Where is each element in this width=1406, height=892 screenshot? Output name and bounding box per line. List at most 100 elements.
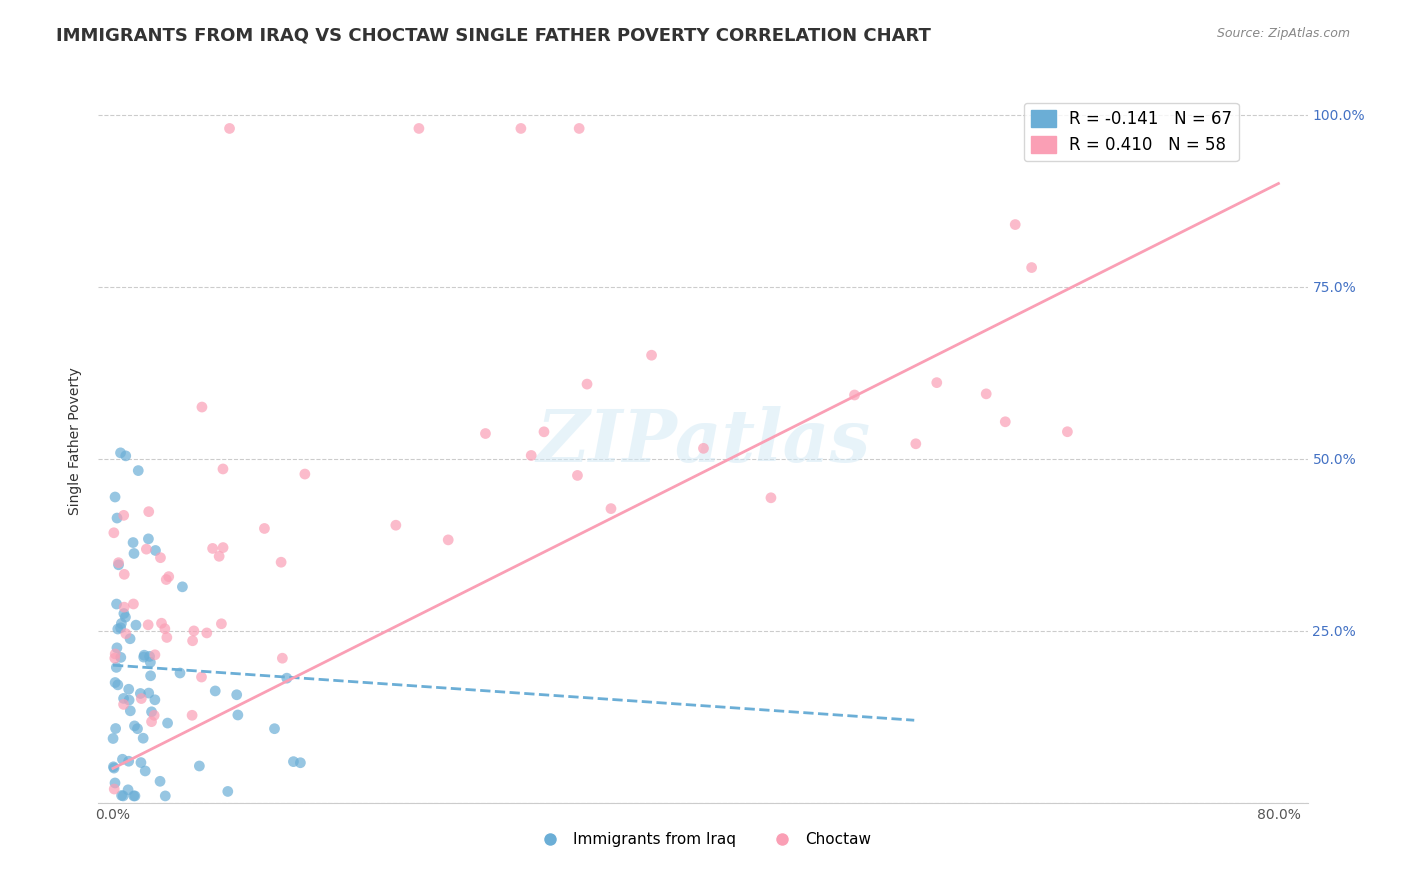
- Point: [408, 121, 430, 136]
- Choctaw: [209, 616, 232, 631]
- Immigrants from Iraq: [104, 675, 127, 690]
- Immigrants from Iraq: [217, 784, 239, 798]
- Choctaw: [474, 426, 496, 441]
- Choctaw: [844, 388, 866, 402]
- Immigrants from Iraq: [103, 760, 125, 774]
- Choctaw: [1056, 425, 1078, 439]
- Immigrants from Iraq: [276, 671, 298, 685]
- Immigrants from Iraq: [101, 731, 124, 746]
- Immigrants from Iraq: [112, 691, 135, 706]
- Immigrants from Iraq: [204, 684, 226, 698]
- Immigrants from Iraq: [139, 669, 162, 683]
- Choctaw: [143, 708, 166, 723]
- Immigrants from Iraq: [132, 650, 155, 665]
- Choctaw: [149, 550, 172, 565]
- Choctaw: [112, 567, 135, 582]
- Choctaw: [103, 525, 125, 540]
- Choctaw: [212, 462, 235, 476]
- Choctaw: [294, 467, 316, 481]
- Point: [568, 121, 591, 136]
- Immigrants from Iraq: [129, 686, 152, 700]
- Immigrants from Iraq: [155, 789, 177, 803]
- Immigrants from Iraq: [104, 722, 127, 736]
- Choctaw: [131, 691, 153, 706]
- Choctaw: [107, 556, 129, 570]
- Choctaw: [692, 442, 714, 456]
- Immigrants from Iraq: [122, 535, 145, 549]
- Immigrants from Iraq: [169, 665, 191, 680]
- Choctaw: [141, 714, 163, 729]
- Immigrants from Iraq: [127, 464, 149, 478]
- Immigrants from Iraq: [120, 632, 142, 646]
- Immigrants from Iraq: [112, 789, 135, 803]
- Choctaw: [925, 376, 948, 390]
- Choctaw: [104, 647, 127, 661]
- Immigrants from Iraq: [118, 754, 141, 768]
- Choctaw: [212, 541, 235, 555]
- Choctaw: [112, 698, 135, 712]
- Immigrants from Iraq: [114, 610, 136, 624]
- Choctaw: [994, 415, 1017, 429]
- Choctaw: [576, 377, 599, 392]
- Legend: Immigrants from Iraq, Choctaw: Immigrants from Iraq, Choctaw: [529, 826, 877, 853]
- Immigrants from Iraq: [105, 640, 128, 655]
- Immigrants from Iraq: [138, 649, 160, 664]
- Immigrants from Iraq: [188, 759, 211, 773]
- Immigrants from Iraq: [226, 708, 249, 723]
- Y-axis label: Single Father Poverty: Single Father Poverty: [69, 368, 83, 516]
- Choctaw: [103, 782, 125, 797]
- Immigrants from Iraq: [129, 756, 152, 770]
- Immigrants from Iraq: [107, 622, 129, 636]
- Choctaw: [271, 651, 294, 665]
- Immigrants from Iraq: [114, 449, 136, 463]
- Immigrants from Iraq: [122, 789, 145, 803]
- Choctaw: [115, 626, 138, 640]
- Choctaw: [181, 708, 204, 723]
- Immigrants from Iraq: [112, 607, 135, 621]
- Choctaw: [533, 425, 555, 439]
- Immigrants from Iraq: [138, 686, 160, 700]
- Immigrants from Iraq: [139, 656, 162, 670]
- Immigrants from Iraq: [105, 597, 128, 611]
- Immigrants from Iraq: [263, 722, 285, 736]
- Immigrants from Iraq: [103, 761, 125, 775]
- Text: ZIPatlas: ZIPatlas: [536, 406, 870, 477]
- Choctaw: [270, 555, 292, 569]
- Immigrants from Iraq: [124, 719, 146, 733]
- Immigrants from Iraq: [118, 693, 141, 707]
- Immigrants from Iraq: [283, 755, 305, 769]
- Immigrants from Iraq: [110, 650, 132, 665]
- Immigrants from Iraq: [134, 648, 156, 663]
- Point: [509, 121, 531, 136]
- Choctaw: [112, 508, 135, 523]
- Immigrants from Iraq: [141, 705, 163, 719]
- Immigrants from Iraq: [172, 580, 194, 594]
- Choctaw: [143, 648, 166, 662]
- Choctaw: [600, 501, 623, 516]
- Choctaw: [201, 541, 224, 556]
- Choctaw: [385, 518, 408, 533]
- Choctaw: [150, 616, 173, 631]
- Choctaw: [183, 624, 205, 638]
- Choctaw: [520, 449, 543, 463]
- Choctaw: [122, 597, 145, 611]
- Choctaw: [759, 491, 782, 505]
- Choctaw: [437, 533, 460, 547]
- Choctaw: [156, 631, 179, 645]
- Immigrants from Iraq: [145, 543, 167, 558]
- Choctaw: [253, 521, 276, 535]
- Choctaw: [191, 400, 214, 414]
- Immigrants from Iraq: [124, 789, 146, 803]
- Immigrants from Iraq: [105, 660, 128, 674]
- Choctaw: [112, 600, 135, 615]
- Immigrants from Iraq: [225, 688, 247, 702]
- Choctaw: [135, 542, 157, 557]
- Choctaw: [195, 626, 218, 640]
- Immigrants from Iraq: [107, 678, 129, 692]
- Choctaw: [640, 348, 662, 362]
- Immigrants from Iraq: [125, 618, 148, 632]
- Choctaw: [567, 468, 589, 483]
- Choctaw: [155, 573, 177, 587]
- Immigrants from Iraq: [111, 752, 134, 766]
- Immigrants from Iraq: [117, 782, 139, 797]
